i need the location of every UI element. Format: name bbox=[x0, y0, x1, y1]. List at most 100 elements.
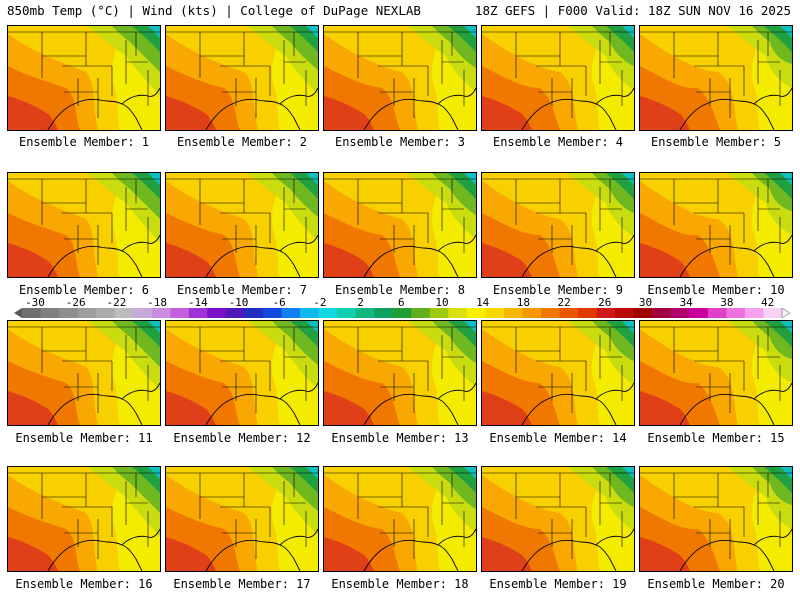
coastline bbox=[363, 87, 476, 130]
colorbar-segment bbox=[392, 308, 412, 318]
coastline bbox=[363, 382, 476, 425]
field-dark-green bbox=[606, 26, 634, 52]
field-dark-green bbox=[764, 26, 792, 52]
ensemble-member-caption: Ensemble Member: 11 bbox=[15, 431, 153, 445]
state-borders bbox=[8, 178, 160, 265]
field-dark-green bbox=[132, 26, 160, 52]
ensemble-map-panel bbox=[323, 320, 477, 426]
colorbar-segment bbox=[670, 308, 690, 318]
coastline bbox=[47, 528, 160, 571]
ensemble-map-panel bbox=[639, 320, 793, 426]
field-dark-green bbox=[764, 321, 792, 347]
coastline bbox=[679, 87, 792, 130]
coastline bbox=[679, 234, 792, 277]
colorbar-segment bbox=[114, 308, 134, 318]
ensemble-member-caption: Ensemble Member: 6 bbox=[18, 283, 150, 297]
ensemble-map-panel bbox=[481, 466, 635, 572]
colorbar-right-arrow bbox=[781, 308, 790, 318]
field-red bbox=[324, 243, 374, 277]
coastline bbox=[205, 87, 318, 130]
ensemble-member-caption: Ensemble Member: 3 bbox=[334, 135, 466, 149]
state-borders bbox=[640, 31, 792, 118]
coastline bbox=[679, 382, 792, 425]
coastline bbox=[205, 234, 318, 277]
colorbar-segment bbox=[615, 308, 635, 318]
state-borders bbox=[482, 326, 634, 413]
ensemble-member-caption: Ensemble Member: 12 bbox=[173, 431, 311, 445]
ensemble-map-panel bbox=[323, 466, 477, 572]
field-red bbox=[482, 537, 532, 571]
colorbar-segment bbox=[689, 308, 709, 318]
ensemble-member-caption: Ensemble Member: 7 bbox=[176, 283, 308, 297]
coastline bbox=[205, 382, 318, 425]
coastline bbox=[679, 528, 792, 571]
ensemble-map-panel bbox=[165, 320, 319, 426]
ensemble-map-panel bbox=[165, 25, 319, 131]
colorbar-segment bbox=[59, 308, 79, 318]
colorbar-segment bbox=[188, 308, 208, 318]
colorbar-tick-label: 6 bbox=[397, 296, 405, 309]
ensemble-member-caption: Ensemble Member: 17 bbox=[173, 577, 311, 591]
coastline bbox=[521, 382, 634, 425]
colorbar-segment bbox=[318, 308, 338, 318]
colorbar-segment bbox=[374, 308, 394, 318]
colorbar-tick-label: -18 bbox=[147, 296, 168, 309]
ensemble-member-caption: Ensemble Member: 9 bbox=[492, 283, 624, 297]
colorbar-segment bbox=[448, 308, 468, 318]
state-borders bbox=[482, 472, 634, 559]
field-dark-green bbox=[606, 173, 634, 199]
field-red bbox=[324, 537, 374, 571]
field-dark-green bbox=[290, 26, 318, 52]
field-red bbox=[166, 391, 216, 425]
colorbar-segment bbox=[22, 308, 42, 318]
colorbar-labels: -30 -26 -22 -18 -14 -10 -6 -2 2 6 10 14 18 22 26 30 34 38… bbox=[0, 296, 800, 309]
ensemble-map-panel bbox=[7, 172, 161, 278]
ensemble-member-caption: Ensemble Member: 8 bbox=[334, 283, 466, 297]
field-dark-green bbox=[606, 321, 634, 347]
colorbar-segment bbox=[522, 308, 542, 318]
colorbar-tick-label: -14 bbox=[187, 296, 208, 309]
field-dark-green bbox=[764, 467, 792, 493]
field-red bbox=[482, 243, 532, 277]
colorbar-segment bbox=[40, 308, 60, 318]
field-red bbox=[166, 96, 216, 130]
colorbar-tick-label: -6 bbox=[272, 296, 286, 309]
colorbar-segment bbox=[485, 308, 505, 318]
coastline bbox=[521, 528, 634, 571]
field-red bbox=[8, 243, 58, 277]
ensemble-map-panel bbox=[7, 320, 161, 426]
ensemble-map-panel bbox=[639, 25, 793, 131]
colorbar-segment bbox=[429, 308, 449, 318]
state-borders bbox=[166, 326, 318, 413]
field-red bbox=[8, 96, 58, 130]
field-red bbox=[640, 96, 690, 130]
state-borders bbox=[640, 326, 792, 413]
ensemble-map-panel bbox=[165, 172, 319, 278]
colorbar-left-arrow bbox=[14, 308, 22, 318]
colorbar-tick-label: 10 bbox=[435, 296, 449, 309]
ensemble-member-caption: Ensemble Member: 18 bbox=[331, 577, 469, 591]
colorbar-segment bbox=[744, 308, 764, 318]
product-title: 850mb Temp (°C) | Wind (kts) | College o… bbox=[7, 3, 421, 18]
ensemble-member-caption: Ensemble Member: 10 bbox=[647, 283, 785, 297]
ensemble-map-panel bbox=[639, 172, 793, 278]
field-dark-green bbox=[448, 173, 476, 199]
colorbar-tick-label: -2 bbox=[313, 296, 327, 309]
state-borders bbox=[8, 31, 160, 118]
ensemble-map-panel bbox=[481, 25, 635, 131]
field-dark-green bbox=[448, 467, 476, 493]
ensemble-member-caption: Ensemble Member: 1 bbox=[18, 135, 150, 149]
colorbar-tick-label: 30 bbox=[638, 296, 653, 309]
field-dark-green bbox=[290, 321, 318, 347]
ensemble-member-caption: Ensemble Member: 20 bbox=[647, 577, 785, 591]
field-dark-green bbox=[290, 173, 318, 199]
field-red bbox=[8, 537, 58, 571]
state-borders bbox=[8, 472, 160, 559]
field-dark-green bbox=[606, 467, 634, 493]
field-dark-green bbox=[132, 467, 160, 493]
colorbar-segment bbox=[466, 308, 486, 318]
field-dark-green bbox=[132, 173, 160, 199]
state-borders bbox=[166, 472, 318, 559]
colorbar-segment bbox=[596, 308, 616, 318]
state-borders bbox=[324, 178, 476, 265]
